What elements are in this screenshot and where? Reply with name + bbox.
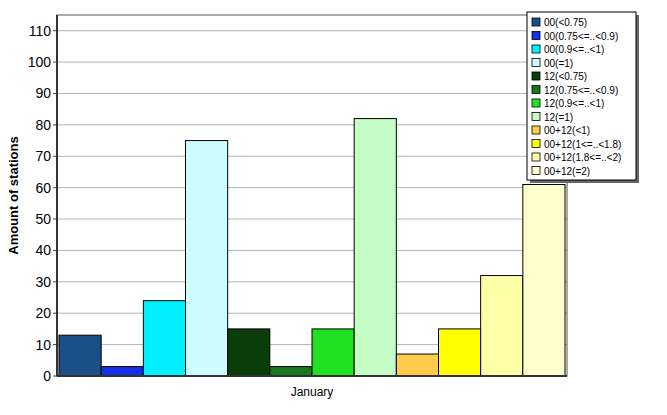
grid-line [57,124,567,125]
legend-box [527,12,636,180]
y-tick-label: 20 [35,305,51,321]
bar [439,329,481,376]
grid-line [57,187,567,188]
legend-label: 12(<0.75) [544,71,587,82]
legend-label: 00(0.75<=..<0.9) [544,31,618,42]
bar [481,276,523,376]
bar [396,354,438,376]
legend-swatch [532,99,540,107]
y-tick-label: 70 [35,148,51,164]
bar [101,367,143,376]
grid-line [57,93,567,94]
legend-label: 00+12(<1) [544,125,590,136]
legend-swatch [532,140,540,148]
legend-label: 00(=1) [544,58,573,69]
y-tick-label: 90 [35,85,51,101]
y-axis-label: Amount of stations [6,136,21,254]
y-tick-label: 110 [29,23,52,39]
legend-label: 12(0.75<=..<0.9) [544,85,618,96]
chart: 0 10 20 30 40 50 60 70 80 90 100 110 January Amount o… [0,0,667,415]
legend-swatch [532,126,540,134]
legend-label: 00+12(=2) [544,166,590,177]
legend-label: 12(0.9<=..<1) [544,98,604,109]
legend-swatch [532,18,540,26]
grid-line [57,156,567,157]
y-tick-label: 0 [43,368,51,384]
plot-frame [57,15,567,376]
bar [143,301,185,376]
legend-label: 00(<0.75) [544,17,587,28]
grid-line [57,30,567,31]
legend-label: 00+12(1<=..<1.8) [544,139,621,150]
y-tick-label: 10 [35,337,51,353]
bar [354,119,396,376]
x-axis-line [57,375,567,377]
legend-swatch [532,72,540,80]
bar [59,335,101,376]
y-tick-label: 80 [35,117,51,133]
chart-svg: 0 10 20 30 40 50 60 70 80 90 100 110 January Amount o… [0,0,667,415]
y-tick-label: 50 [35,211,51,227]
legend: 00(<0.75) 00(0.75<=..<0.9) 00(0.9<=..<1) 00… [527,12,639,183]
legend-swatch [532,86,540,94]
grid-line [57,219,567,220]
legend-swatch [532,45,540,53]
legend-label: 00(0.9<=..<1) [544,44,604,55]
y-tick-label: 100 [28,54,52,70]
legend-swatch [532,59,540,67]
y-tick-label: 40 [35,242,51,258]
bar [228,329,270,376]
legend-swatch [532,153,540,161]
legend-swatch [532,167,540,175]
y-tick-label: 60 [35,180,51,196]
x-tick-label: January [291,385,334,399]
bar [270,367,312,376]
legend-label: 00+12(1.8<=..<2) [544,152,621,163]
bar [186,141,228,376]
grid-line [57,62,567,63]
grid-line [57,376,567,377]
y-tick-label: 30 [35,274,51,290]
legend-label: 12(=1) [544,112,573,123]
bar [312,329,354,376]
y-axis-line [56,15,58,376]
plot-background [57,15,567,376]
bar [523,185,565,376]
bars [59,119,565,376]
legend-swatch [532,113,540,121]
grid-line [57,250,567,251]
legend-swatch [532,32,540,40]
